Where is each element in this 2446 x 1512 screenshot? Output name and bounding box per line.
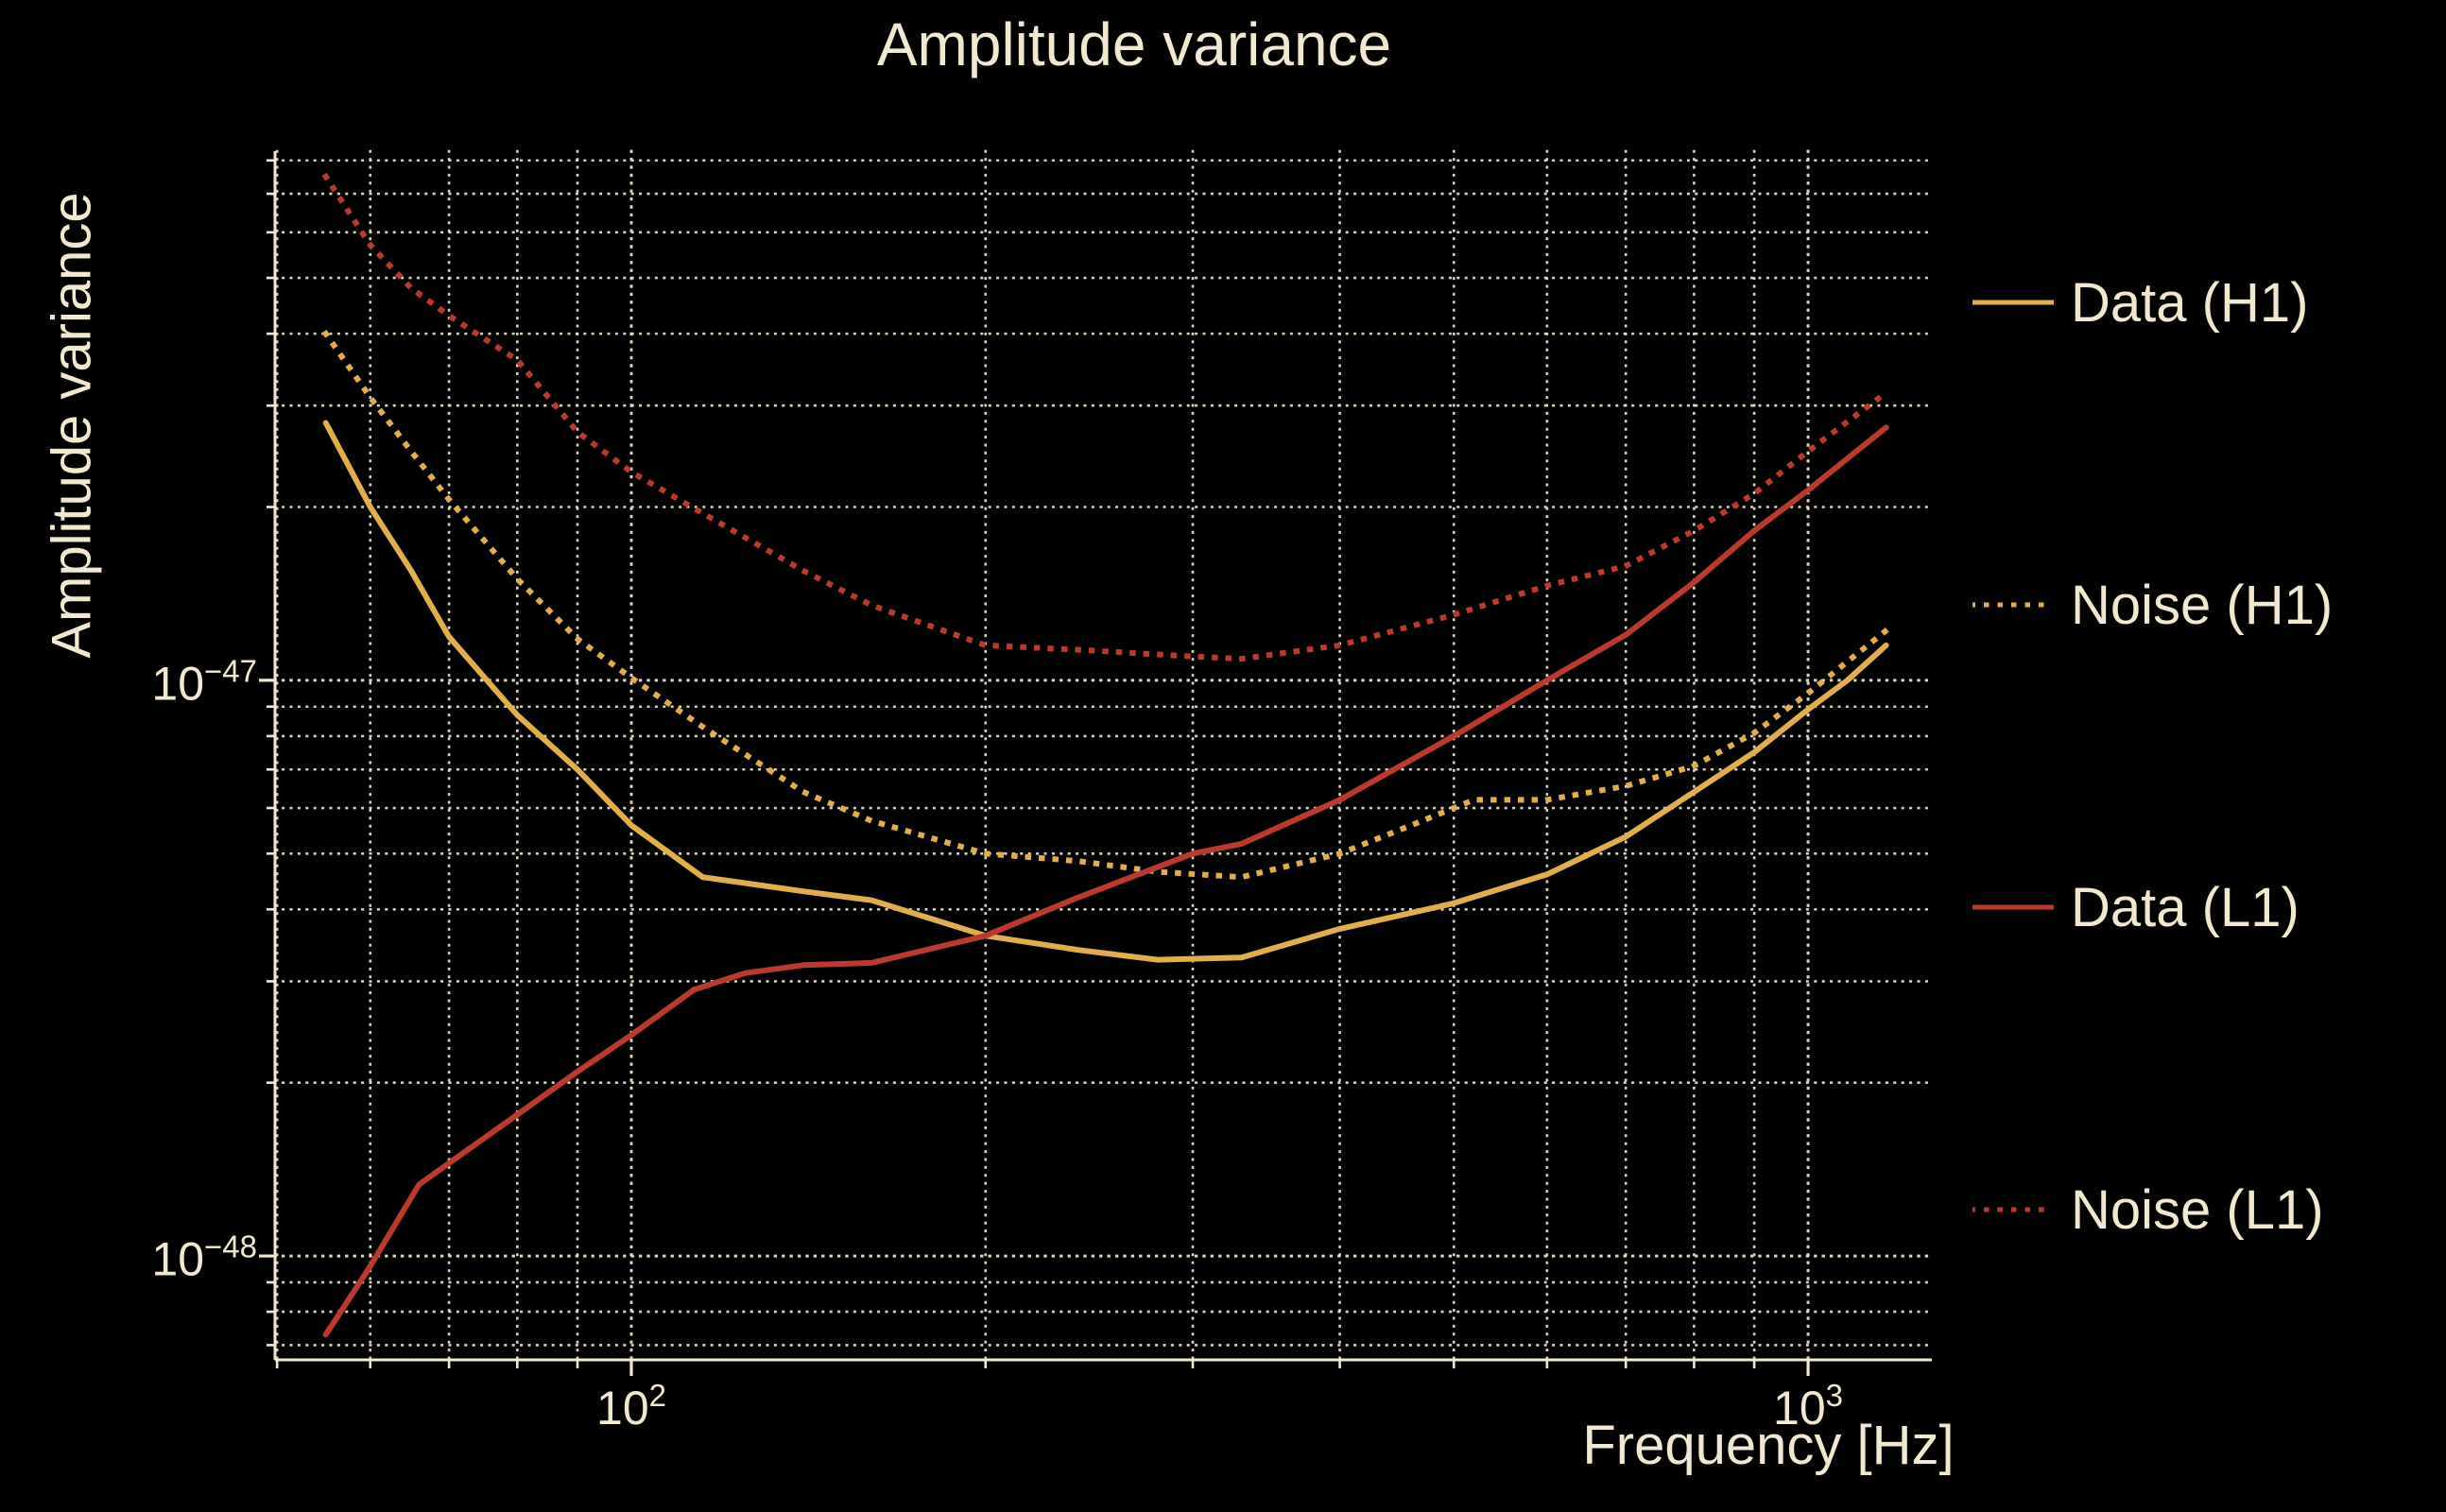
x-tick-100-exponent: 2 xyxy=(648,1378,666,1413)
legend-label-noise-l1: Noise (L1) xyxy=(2071,1178,2324,1241)
legend-line-noise-h1 xyxy=(1972,602,2054,608)
y-tick-1e-48-base: 10 xyxy=(151,1232,205,1286)
x-tick-label-1000: 103 xyxy=(1773,1378,1843,1435)
legend-label-data-l1: Data (L1) xyxy=(2071,876,2300,938)
y-tick-1e-48-exponent: −48 xyxy=(204,1228,257,1264)
chart-title: Amplitude variance xyxy=(876,10,1392,78)
y-tick-label-1e-47: 10−47 xyxy=(87,653,257,711)
curve-noise-h1 xyxy=(321,329,1890,881)
legend-label-data-h1: Data (H1) xyxy=(2071,271,2309,334)
y-axis-label: Amplitude variance xyxy=(41,192,103,659)
legend-item-noise-h1: Noise (H1) xyxy=(1972,567,2333,643)
curve-data-l1 xyxy=(322,424,1889,1338)
legend-label-noise-h1: Noise (H1) xyxy=(2071,574,2334,636)
legend-line-data-h1 xyxy=(1972,300,2054,305)
x-tick-1000-base: 10 xyxy=(1773,1382,1826,1435)
y-tick-1e-47-exponent: −47 xyxy=(204,653,257,689)
x-tick-1000-exponent: 3 xyxy=(1825,1378,1843,1413)
x-tick-100-base: 10 xyxy=(596,1382,649,1435)
y-tick-label-1e-48: 10−48 xyxy=(87,1228,257,1286)
legend-line-noise-l1 xyxy=(1972,1207,2054,1212)
curve-noise-l1 xyxy=(321,172,1890,662)
x-axis-label: Frequency [Hz] xyxy=(1582,1415,1955,1476)
y-tick-1e-47-base: 10 xyxy=(151,657,205,711)
legend-item-data-h1: Data (H1) xyxy=(1972,265,2308,340)
legend-item-noise-l1: Noise (L1) xyxy=(1972,1172,2324,1247)
x-tick-label-100: 102 xyxy=(596,1378,666,1435)
legend-line-data-l1 xyxy=(1972,904,2054,910)
curve-data-h1 xyxy=(322,420,1889,963)
legend-item-data-l1: Data (L1) xyxy=(1972,869,2300,945)
